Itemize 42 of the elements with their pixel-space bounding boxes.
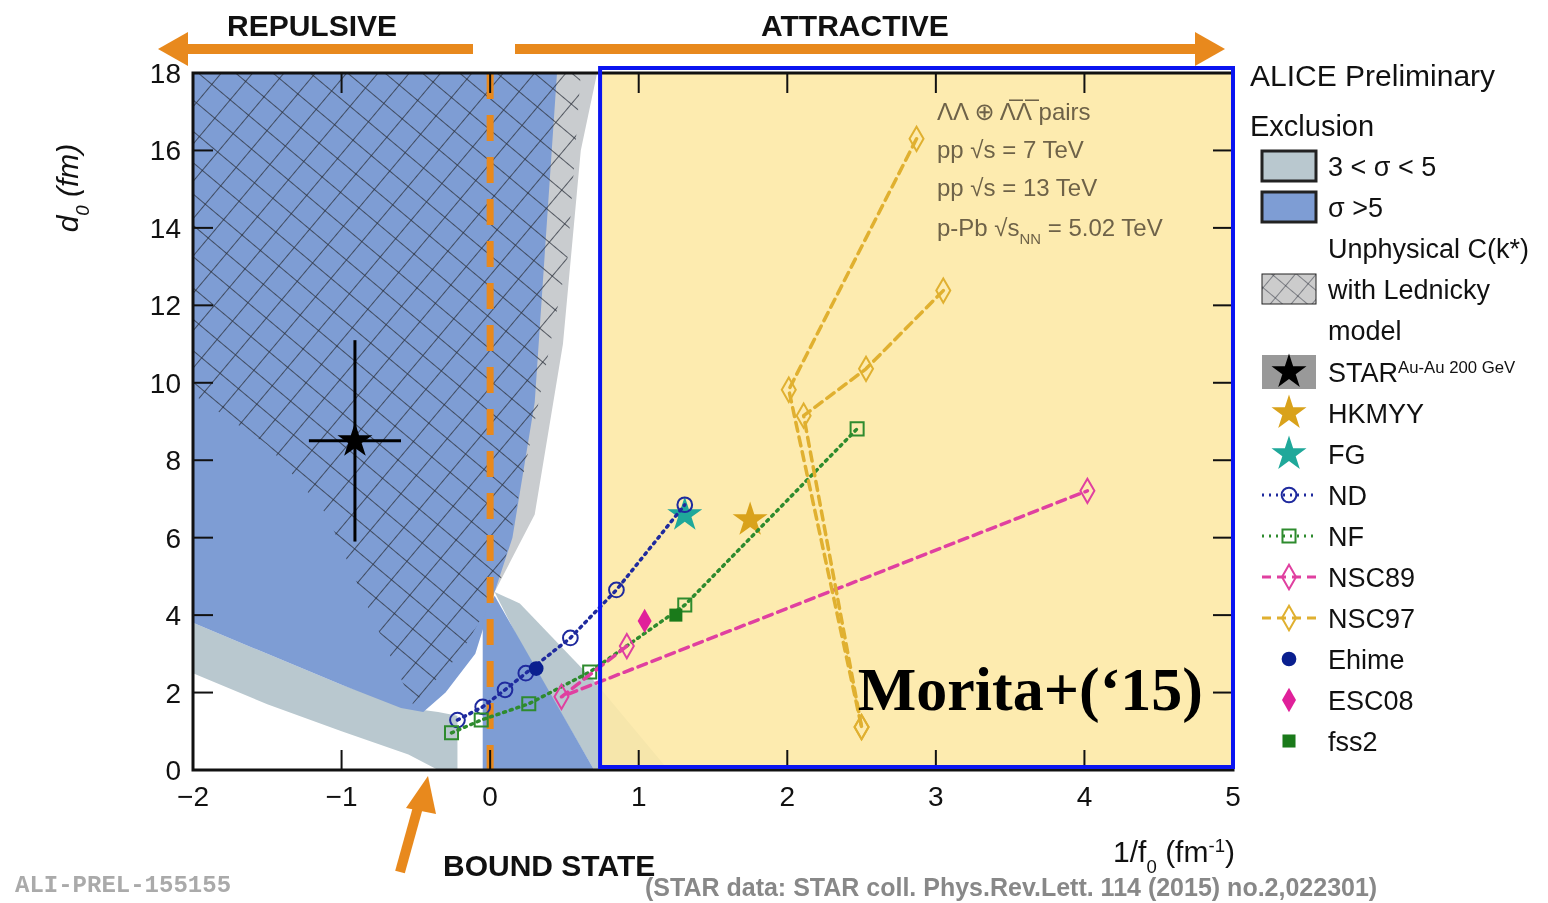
legend-label: ND	[1328, 481, 1367, 511]
text: σ >5	[1328, 193, 1383, 223]
x-tick-label: 1	[630, 781, 647, 812]
annotation: ΛΛ ⊕ Λ̅Λ̅ pairs	[937, 98, 1091, 125]
legend-label: FG	[1328, 440, 1366, 470]
annotation: p-Pb √s$_{NN}$ = 5.02 TeV	[937, 214, 1163, 247]
legend-label: Ehime	[1328, 645, 1405, 675]
annotation: pp √s = 7 TeV	[937, 136, 1084, 163]
y-tick-label: 2	[165, 677, 181, 709]
text: Unphysical C(k*)	[1328, 234, 1530, 264]
legend-label: NSC89	[1328, 563, 1416, 593]
legend-label: NF	[1328, 522, 1364, 552]
band-label: Morita+(‘15)	[857, 655, 1203, 724]
x-tick-label: 0	[482, 781, 498, 812]
y-tick-label: 4	[165, 600, 181, 632]
legend-label: ESC08	[1328, 686, 1414, 716]
y-tick-label: 6	[165, 522, 181, 554]
y-tick-label: 18	[149, 58, 181, 89]
text: ALICE Preliminary	[1250, 59, 1496, 92]
legend-label: STAR$^{Au-Au 200 GeV}$	[1328, 357, 1517, 388]
y-tick-label: 10	[149, 367, 181, 399]
text: 3 < σ < 5	[1328, 152, 1437, 182]
text: ATTRACTIVE	[761, 9, 949, 42]
x-axis-title: 1/f$_{0}$ (fm$^{-1}$)	[1113, 834, 1235, 877]
x-tick-label: 4	[1076, 781, 1093, 812]
text: Exclusion	[1250, 110, 1375, 142]
annotation: pp √s = 13 TeV	[937, 174, 1098, 201]
legend-label: fss2	[1328, 727, 1378, 757]
y-tick-label: 12	[149, 290, 181, 322]
y-tick-label: 8	[165, 445, 181, 477]
text: with Lednicky	[1327, 275, 1491, 305]
text: ALI-PREL-155155	[15, 872, 232, 899]
y-tick-label: 16	[149, 135, 181, 167]
text: REPULSIVE	[226, 9, 398, 42]
x-tick-label: 5	[1225, 781, 1241, 812]
x-tick-label: −1	[325, 781, 358, 812]
legend-label: HKMYY	[1328, 399, 1425, 429]
legend-label: NSC97	[1328, 604, 1416, 634]
x-tick-label: 2	[779, 781, 796, 812]
y-tick-label: 14	[149, 212, 181, 244]
x-tick-label: 3	[928, 781, 944, 812]
text: model	[1328, 316, 1402, 346]
